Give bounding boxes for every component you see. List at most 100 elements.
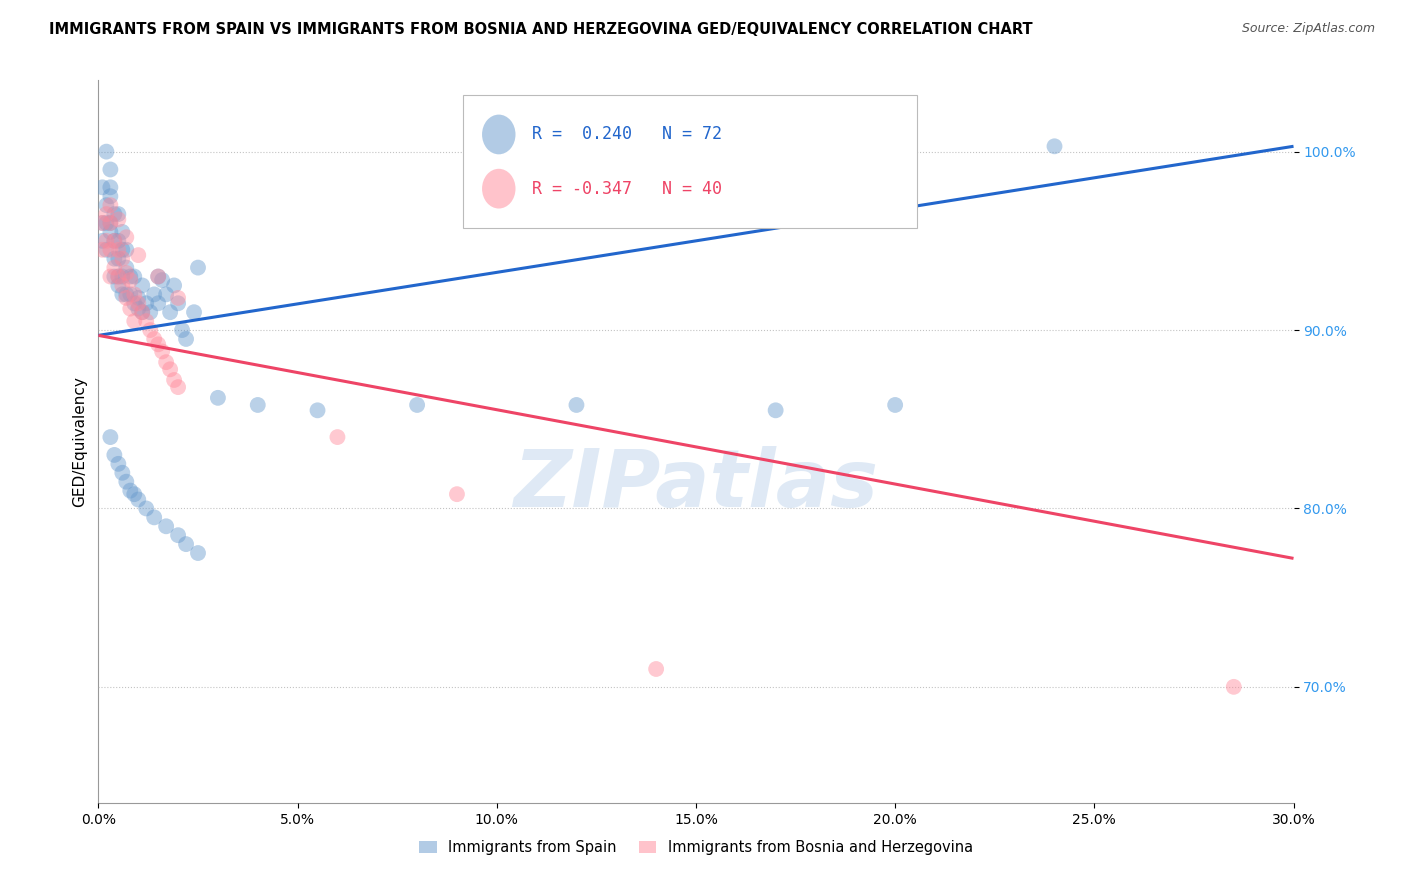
Immigrants from Bosnia and Herzegovina — [103, 234, 125, 248]
Immigrants from Spain — [150, 273, 173, 287]
Immigrants from Spain — [111, 287, 134, 301]
Immigrants from Bosnia and Herzegovina — [120, 301, 142, 316]
Immigrants from Bosnia and Herzegovina — [124, 314, 146, 328]
Legend: Immigrants from Spain, Immigrants from Bosnia and Herzegovina: Immigrants from Spain, Immigrants from B… — [413, 834, 979, 861]
Immigrants from Bosnia and Herzegovina — [155, 355, 177, 369]
Immigrants from Spain — [91, 216, 114, 230]
Immigrants from Spain — [107, 234, 129, 248]
Immigrants from Spain — [143, 287, 166, 301]
Immigrants from Spain — [103, 448, 125, 462]
Immigrants from Spain — [127, 291, 149, 305]
Immigrants from Spain — [103, 234, 125, 248]
Immigrants from Spain — [120, 483, 142, 498]
Immigrants from Spain — [98, 430, 122, 444]
Immigrants from Spain — [167, 528, 190, 542]
Immigrants from Bosnia and Herzegovina — [148, 269, 170, 284]
Immigrants from Spain — [98, 180, 122, 194]
Immigrants from Spain — [120, 269, 142, 284]
Immigrants from Spain — [207, 391, 229, 405]
Immigrants from Bosnia and Herzegovina — [163, 373, 186, 387]
Immigrants from Spain — [96, 216, 118, 230]
Immigrants from Bosnia and Herzegovina — [115, 291, 138, 305]
Immigrants from Bosnia and Herzegovina — [115, 266, 138, 280]
Immigrants from Spain — [143, 510, 166, 524]
Immigrants from Spain — [98, 216, 122, 230]
Immigrants from Spain — [174, 332, 197, 346]
Immigrants from Bosnia and Herzegovina — [98, 198, 122, 212]
Immigrants from Spain — [98, 225, 122, 239]
Immigrants from Bosnia and Herzegovina — [326, 430, 349, 444]
Immigrants from Spain — [167, 296, 190, 310]
Immigrants from Spain — [124, 296, 146, 310]
Immigrants from Spain — [111, 225, 134, 239]
Immigrants from Bosnia and Herzegovina — [167, 380, 190, 394]
Immigrants from Bosnia and Herzegovina — [107, 269, 129, 284]
Immigrants from Spain — [163, 278, 186, 293]
Immigrants from Spain — [159, 305, 181, 319]
Immigrants from Spain — [98, 189, 122, 203]
Immigrants from Spain — [111, 466, 134, 480]
Y-axis label: GED/Equivalency: GED/Equivalency — [72, 376, 87, 507]
Immigrants from Spain — [115, 475, 138, 489]
Immigrants from Spain — [148, 269, 170, 284]
Immigrants from Bosnia and Herzegovina — [107, 212, 129, 227]
Immigrants from Bosnia and Herzegovina — [96, 207, 118, 221]
Immigrants from Spain — [98, 162, 122, 177]
Ellipse shape — [482, 114, 516, 154]
Immigrants from Spain — [96, 145, 118, 159]
Immigrants from Spain — [307, 403, 329, 417]
Immigrants from Bosnia and Herzegovina — [645, 662, 668, 676]
Immigrants from Bosnia and Herzegovina — [143, 332, 166, 346]
Immigrants from Bosnia and Herzegovina — [91, 243, 114, 257]
Immigrants from Spain — [107, 269, 129, 284]
Immigrants from Bosnia and Herzegovina — [148, 337, 170, 351]
Immigrants from Spain — [115, 243, 138, 257]
Immigrants from Spain — [155, 519, 177, 533]
Immigrants from Spain — [107, 457, 129, 471]
Immigrants from Spain — [115, 260, 138, 275]
Immigrants from Spain — [124, 269, 146, 284]
Immigrants from Spain — [884, 398, 907, 412]
Immigrants from Bosnia and Herzegovina — [98, 243, 122, 257]
Immigrants from Spain — [103, 252, 125, 266]
Immigrants from Spain — [91, 234, 114, 248]
Text: ZIPatlas: ZIPatlas — [513, 446, 879, 524]
Immigrants from Spain — [139, 305, 162, 319]
Immigrants from Spain — [174, 537, 197, 551]
Immigrants from Spain — [96, 243, 118, 257]
Immigrants from Spain — [1043, 139, 1066, 153]
Immigrants from Spain — [115, 287, 138, 301]
Immigrants from Bosnia and Herzegovina — [127, 296, 149, 310]
Immigrants from Spain — [103, 269, 125, 284]
Immigrants from Bosnia and Herzegovina — [111, 252, 134, 266]
Immigrants from Spain — [131, 278, 153, 293]
Immigrants from Spain — [103, 207, 125, 221]
Immigrants from Bosnia and Herzegovina — [159, 362, 181, 376]
Immigrants from Bosnia and Herzegovina — [120, 273, 142, 287]
Immigrants from Spain — [183, 305, 205, 319]
Immigrants from Spain — [765, 403, 787, 417]
Immigrants from Spain — [565, 398, 588, 412]
Immigrants from Bosnia and Herzegovina — [167, 291, 190, 305]
Immigrants from Spain — [107, 252, 129, 266]
Ellipse shape — [482, 169, 516, 209]
Immigrants from Spain — [246, 398, 269, 412]
Immigrants from Bosnia and Herzegovina — [127, 248, 149, 262]
Immigrants from Spain — [91, 180, 114, 194]
Text: IMMIGRANTS FROM SPAIN VS IMMIGRANTS FROM BOSNIA AND HERZEGOVINA GED/EQUIVALENCY : IMMIGRANTS FROM SPAIN VS IMMIGRANTS FROM… — [49, 22, 1033, 37]
Immigrants from Bosnia and Herzegovina — [139, 323, 162, 337]
Immigrants from Bosnia and Herzegovina — [135, 314, 157, 328]
Immigrants from Spain — [131, 305, 153, 319]
Immigrants from Bosnia and Herzegovina — [98, 216, 122, 230]
Immigrants from Bosnia and Herzegovina — [103, 260, 125, 275]
Immigrants from Spain — [135, 296, 157, 310]
Immigrants from Bosnia and Herzegovina — [111, 278, 134, 293]
Immigrants from Spain — [172, 323, 194, 337]
Immigrants from Bosnia and Herzegovina — [131, 305, 153, 319]
Immigrants from Bosnia and Herzegovina — [96, 234, 118, 248]
Immigrants from Bosnia and Herzegovina — [115, 230, 138, 244]
Immigrants from Spain — [148, 296, 170, 310]
Immigrants from Spain — [187, 260, 209, 275]
Immigrants from Bosnia and Herzegovina — [124, 287, 146, 301]
Text: R =  0.240   N = 72: R = 0.240 N = 72 — [533, 126, 723, 144]
